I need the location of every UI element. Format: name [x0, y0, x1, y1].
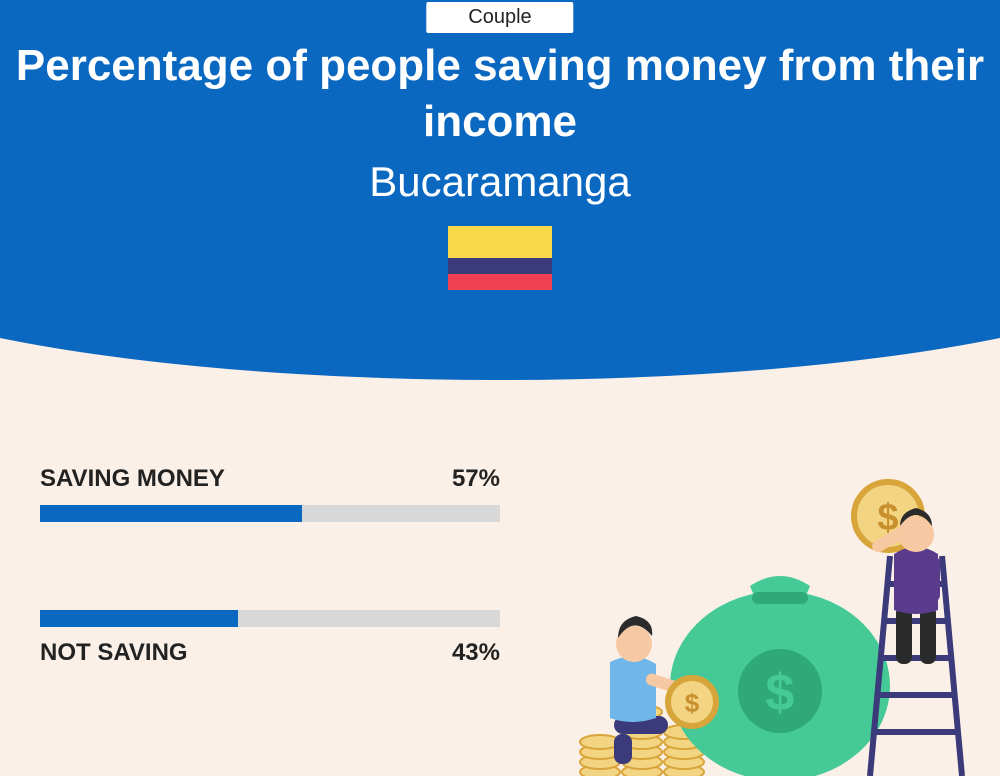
- bar-fill: [40, 505, 302, 522]
- bar-row: SAVING MONEY 57%: [40, 465, 500, 522]
- bar-label: NOT SAVING: [40, 639, 188, 667]
- category-badge: Couple: [426, 2, 573, 33]
- bar-value: 43%: [452, 639, 500, 667]
- flag-icon: [448, 226, 552, 290]
- bar-track: [40, 610, 500, 627]
- bar-value: 57%: [452, 465, 500, 493]
- svg-text:$: $: [766, 664, 795, 722]
- page-title: Percentage of people saving money from t…: [0, 38, 1000, 151]
- bars-container: SAVING MONEY 57% NOT SAVING 43%: [40, 465, 500, 755]
- savings-illustration: $ $ $: [570, 416, 970, 776]
- bar-track: [40, 505, 500, 522]
- bar-label: SAVING MONEY: [40, 465, 225, 493]
- bar-row: NOT SAVING 43%: [40, 610, 500, 667]
- bar-fill: [40, 610, 238, 627]
- svg-text:$: $: [685, 688, 700, 718]
- page-subtitle: Bucaramanga: [0, 158, 1000, 206]
